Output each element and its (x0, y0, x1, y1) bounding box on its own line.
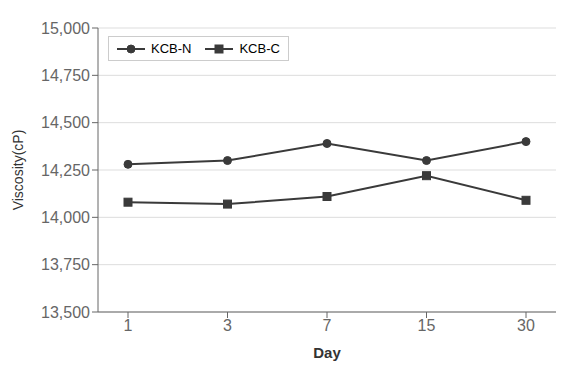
svg-text:14,250: 14,250 (41, 162, 90, 179)
html-text:KCB-N: KCB-N (151, 41, 192, 56)
svg-text:15,000: 15,000 (41, 20, 90, 37)
svg-text:1: 1 (124, 317, 133, 334)
svg-text:13,500: 13,500 (41, 304, 90, 321)
svg-text:14,750: 14,750 (41, 67, 90, 84)
svg-text:3: 3 (223, 317, 232, 334)
svg-text:30: 30 (517, 317, 535, 334)
svg-text:7: 7 (323, 317, 332, 334)
svg-text:Viscosity(cP): Viscosity(cP) (10, 130, 26, 211)
svg-text:14,000: 14,000 (41, 209, 90, 226)
svg-text:13,750: 13,750 (41, 256, 90, 273)
svg-text:Day: Day (313, 344, 341, 361)
svg-text:14,500: 14,500 (41, 114, 90, 131)
html-text:KCB-C: KCB-C (239, 41, 280, 56)
svg-text:15: 15 (418, 317, 436, 334)
